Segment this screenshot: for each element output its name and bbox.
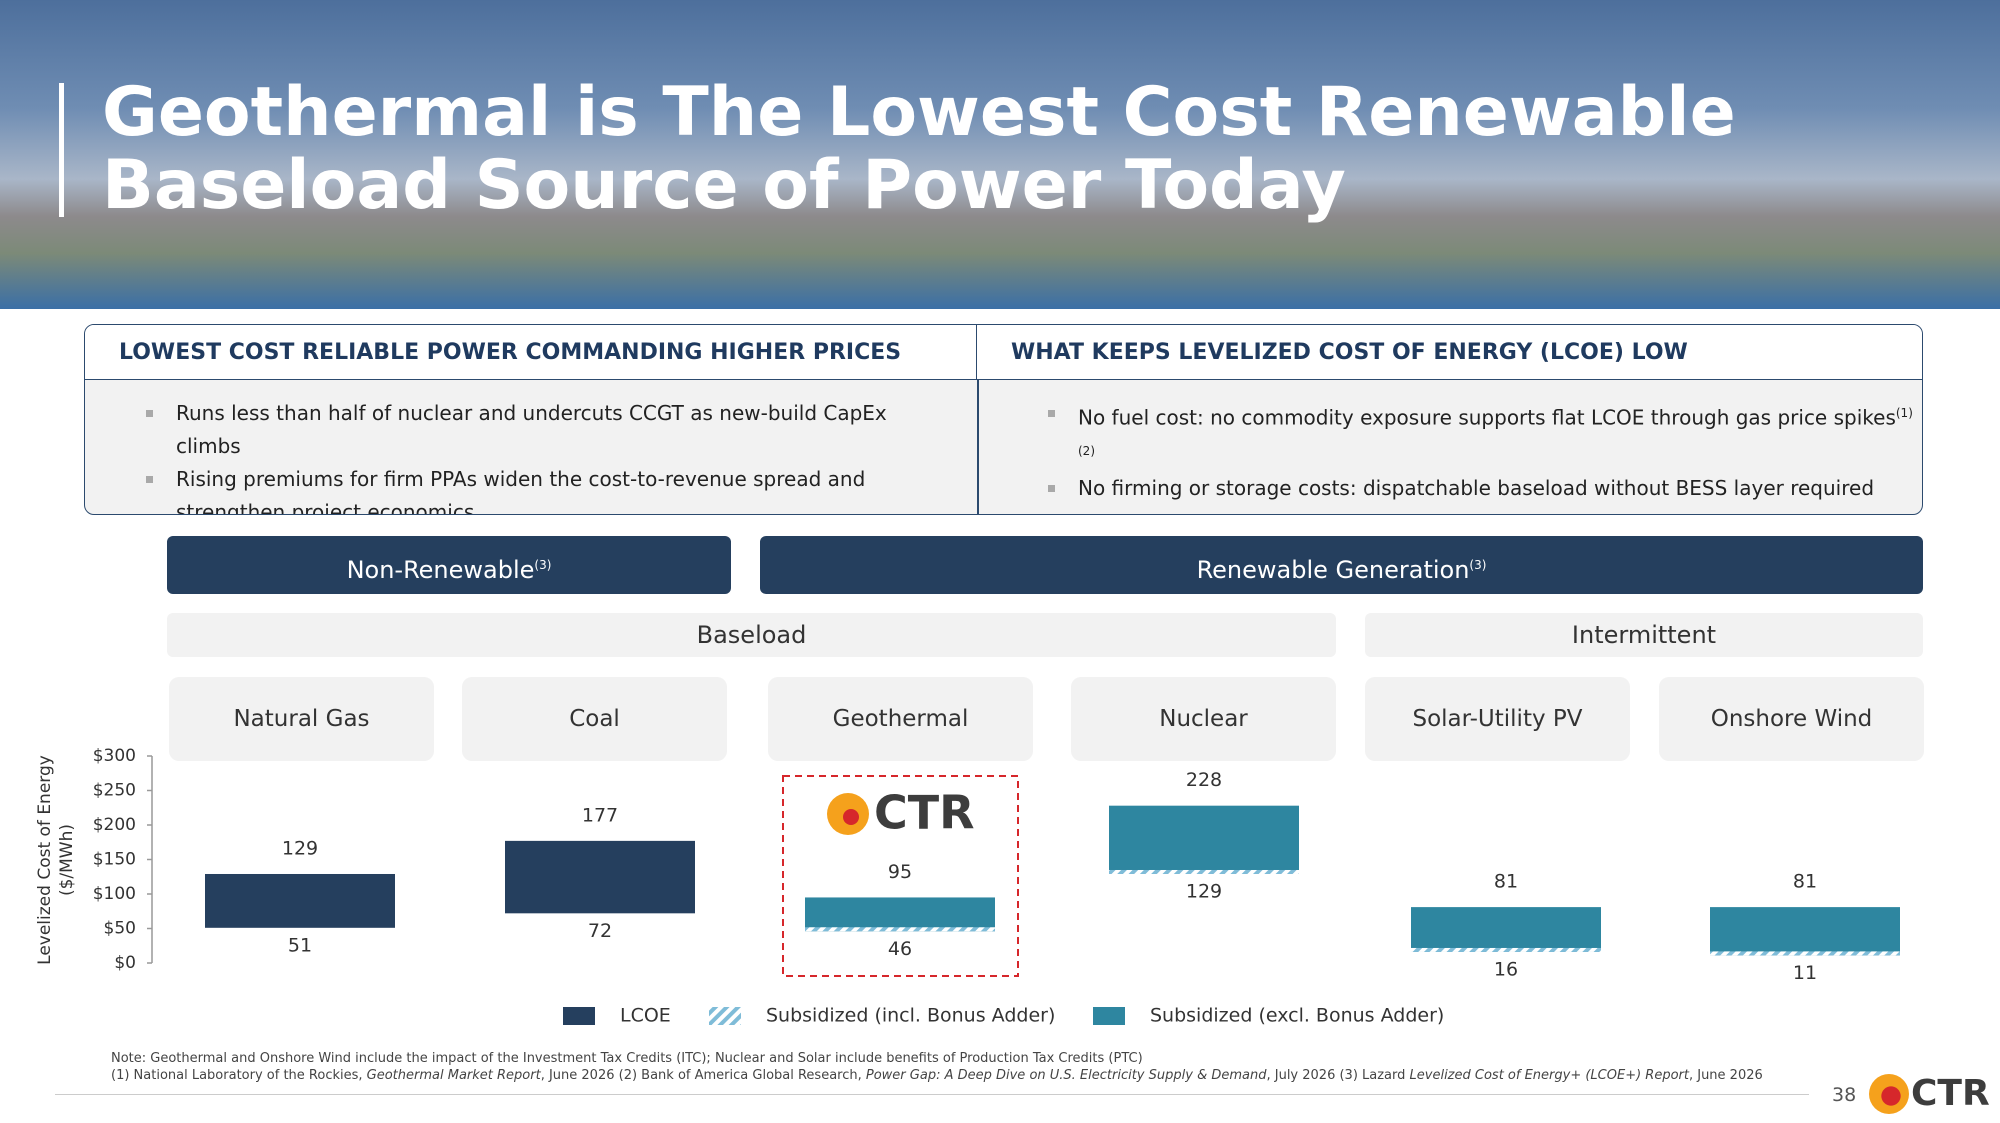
value-label: 16 [1494,958,1518,980]
y-axis-title: Levelized Cost of Energy ($/MWh) [35,755,77,965]
category-header: Nuclear [1071,677,1336,761]
y-tick-label: $0 [114,953,136,973]
value-label: 72 [588,920,612,942]
header-image [0,0,2000,309]
y-tick-label: $300 [93,746,136,766]
footnote-ref: (1)(2) [1078,406,1913,458]
y-tick-label: $100 [93,884,136,904]
logo-text: CTR [1911,1073,1990,1114]
value-label: 51 [288,934,312,956]
category-header: Coal [462,677,727,761]
category-header: Onshore Wind [1659,677,1924,761]
category-header: Solar-Utility PV [1365,677,1630,761]
legend-label: Subsidized (incl. Bonus Adder) [766,1005,1055,1027]
title: Baseload Source of Power Today [102,146,1346,225]
legend-swatch [563,1007,595,1025]
value-label: 95 [888,861,912,883]
category-header: Geothermal [768,677,1033,761]
subgroup-header: Baseload [167,613,1336,657]
note-segment: , June 2026 [1688,1068,1763,1083]
value-label: 11 [1793,962,1817,984]
note-segment: , July 2026 (3) Lazard [1266,1068,1410,1083]
legend-swatch [709,1007,741,1025]
value-label: 129 [1186,880,1222,902]
y-axis-title-line: Levelized Cost of Energy [35,755,55,965]
y-tick-label: $150 [93,850,136,870]
bullet-text: No fuel cost: no commodity exposure supp… [1078,405,1896,430]
bar [805,897,995,932]
y-tick-label: $250 [93,781,136,801]
y-tick-label: $50 [104,919,136,939]
value-label: 81 [1793,871,1817,893]
footnote-ref: (3) [534,558,552,572]
note-segment: , June 2026 (2) Bank of America Global R… [540,1068,866,1083]
logo-mark [843,809,859,825]
value-label: 177 [582,804,618,826]
y-axis-title-line: ($/MWh) [57,824,77,896]
y-tick-label: $200 [93,815,136,835]
footer-rule [55,1094,1809,1095]
value-label: 228 [1186,769,1222,791]
bullet: Rising premiums for firm PPAs widen the … [117,463,957,514]
legend-label: LCOE [620,1005,671,1027]
bar [505,840,695,914]
value-label: 81 [1494,871,1518,893]
title: Geothermal is The Lowest Cost Renewable [102,73,1736,152]
group-header: Non-Renewable(3) [167,536,731,594]
hatched-base [1109,869,1299,874]
bullet-list: No fuel cost: no commodity exposure supp… [1019,397,1919,505]
group-label: Renewable Generation [1196,556,1470,584]
bar [1710,907,1900,956]
note: Note: Geothermal and Onshore Wind includ… [111,1051,1143,1066]
hatched-base [1411,947,1601,952]
bullet: Runs less than half of nuclear and under… [117,397,957,463]
subgroup-header: Intermittent [1365,613,1923,657]
note-segment: (1) National Laboratory of the Rockies, [111,1068,367,1083]
note-segment: Geothermal Market Report [366,1068,541,1083]
panel-heading: LOWEST COST RELIABLE POWER COMMANDING HI… [85,325,977,380]
bullet: No firming or storage costs: dispatchabl… [1019,472,1919,505]
value-label: 46 [888,938,912,960]
bar [1109,805,1299,874]
bullet-list: Runs less than half of nuclear and under… [117,397,957,514]
info-panel: LOWEST COST RELIABLE POWER COMMANDING HI… [84,324,1923,515]
logo-mark [1869,1074,1909,1114]
group-header: Renewable Generation(3) [760,536,1923,594]
hatched-base [805,927,995,932]
note-segment: Levelized Cost of Energy+ (LCOE+) Report [1409,1068,1689,1083]
panel-heading: WHAT KEEPS LEVELIZED COST OF ENERGY (LCO… [977,325,1922,380]
footnote-ref: (3) [1469,558,1487,572]
note-segment: Power Gap: A Deep Dive on U.S. Electrici… [865,1068,1267,1083]
category-header: Natural Gas [169,677,434,761]
legend-swatch [1093,1007,1125,1025]
logo-text: CTR [874,786,975,840]
bullet: No fuel cost: no commodity exposure supp… [1019,397,1919,472]
divider [977,380,979,514]
bar [1411,907,1601,952]
legend-label: Subsidized (excl. Bonus Adder) [1150,1005,1444,1027]
group-label: Non-Renewable [346,556,535,584]
bar [205,873,395,928]
accent-bar [59,83,64,217]
hatched-base [1710,951,1900,956]
page-number: 38 [1832,1084,1857,1106]
highlight-box [782,775,1019,977]
note: (1) National Laboratory of the Rockies, … [111,1068,1763,1083]
value-label: 129 [282,837,318,859]
